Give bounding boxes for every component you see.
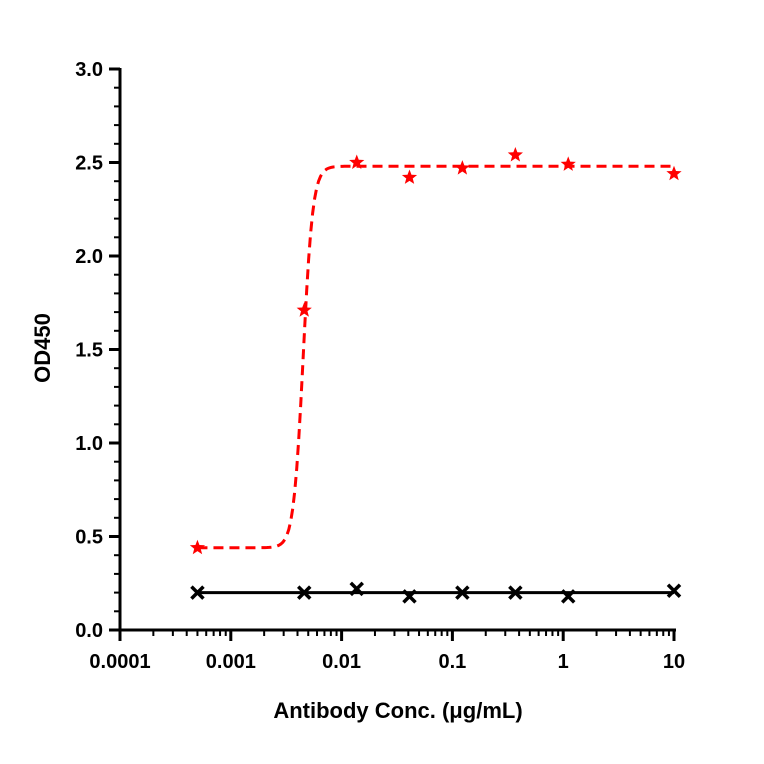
x-tick-label: 1 (558, 651, 569, 673)
data-points (189, 147, 682, 604)
y-axis-title: OD450 (30, 313, 55, 383)
data-point-x (349, 581, 364, 597)
y-tick-label: 1.5 (75, 340, 103, 362)
data-point-x (455, 585, 470, 600)
fit-curve-1 (197, 164, 674, 550)
y-tick-label: 0.0 (75, 620, 103, 642)
data-point-x (190, 585, 205, 600)
fit-lines (197, 164, 674, 595)
data-point-star (349, 154, 365, 169)
data-point-star (507, 147, 523, 162)
y-tick-label: 2.0 (75, 246, 103, 268)
x-tick-label: 0.1 (438, 651, 466, 673)
x-tick-label: 10 (663, 651, 685, 673)
data-point-x (560, 589, 576, 604)
data-point-x (508, 585, 523, 600)
data-point-x (666, 583, 682, 598)
y-tick-label: 1.0 (75, 433, 103, 455)
data-point-star (666, 165, 682, 181)
x-axis-title: Antibody Conc. (μg/mL) (273, 698, 522, 723)
data-point-x (402, 589, 417, 604)
data-point-star (401, 169, 418, 184)
y-tick-label: 0.5 (75, 527, 103, 549)
x-tick-label: 0.001 (206, 651, 256, 673)
data-point-star (560, 156, 576, 171)
data-point-star (296, 302, 312, 317)
data-point-star (454, 160, 470, 175)
data-point-x (296, 585, 312, 600)
y-tick-label: 2.5 (75, 153, 103, 175)
data-point-star (189, 539, 206, 555)
x-tick-label: 0.0001 (89, 651, 150, 673)
y-tick-label: 3.0 (75, 59, 103, 81)
x-tick-label: 0.01 (322, 651, 361, 673)
axes: 0.0 0.5 1.0 1.5 2.0 2.5 3.0 0.0001 0.001 0.01 0.1 1… (75, 59, 685, 673)
